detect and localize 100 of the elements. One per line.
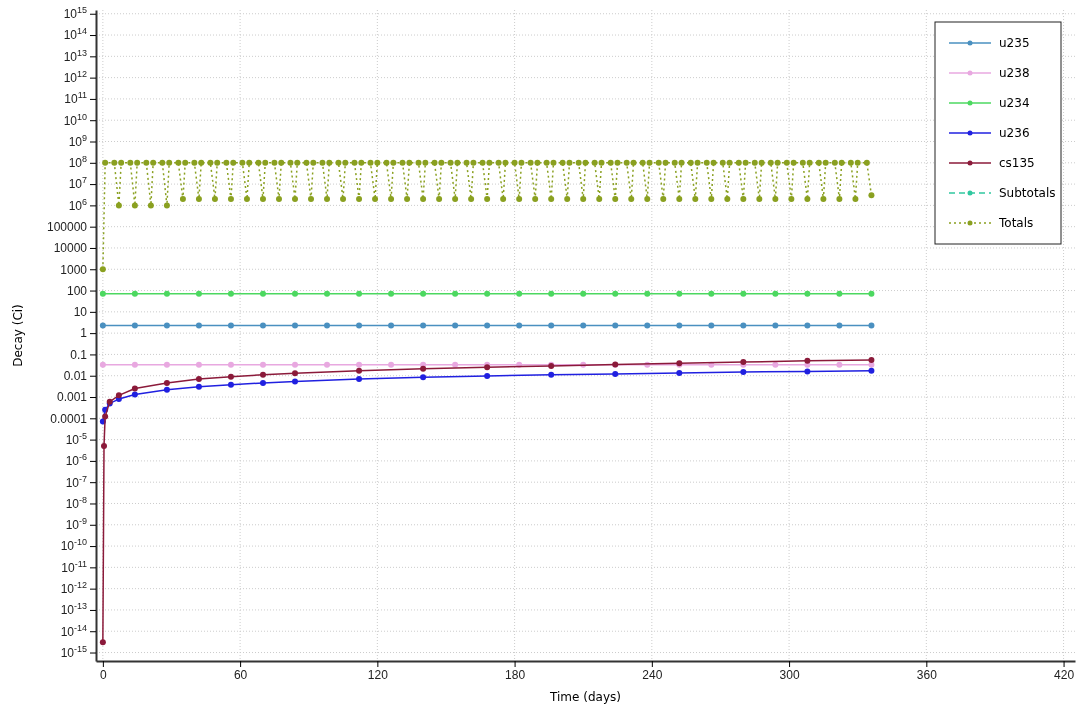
point — [356, 322, 363, 329]
x-tick-label: 240 — [642, 667, 663, 682]
point — [101, 443, 108, 450]
y-tick-label: 10$^{-8}$ — [65, 494, 87, 511]
y-tick-label: 100 — [66, 283, 88, 298]
y-tick-label: 10$^{-13}$ — [60, 601, 87, 618]
y-tick-label: 0.0001 — [50, 411, 88, 426]
point — [868, 361, 875, 368]
point — [708, 361, 715, 368]
point — [612, 322, 619, 329]
point — [356, 290, 363, 297]
y-tick-label: 10$^{12}$ — [63, 68, 87, 85]
legend-label: Subtotals — [999, 186, 1056, 200]
point — [99, 361, 106, 368]
point — [772, 361, 779, 368]
point — [324, 322, 331, 329]
legend-label: u238 — [999, 66, 1030, 80]
y-tick-label: 10$^{10}$ — [63, 111, 87, 128]
point — [195, 290, 202, 297]
x-tick-label: 120 — [367, 667, 389, 682]
point — [836, 361, 843, 368]
x-tick-label: 180 — [505, 667, 526, 682]
point — [259, 371, 266, 378]
point — [292, 370, 298, 377]
point — [259, 379, 266, 386]
y-tick-label: 10$^{-5}$ — [65, 430, 87, 447]
point — [676, 369, 683, 376]
point — [836, 290, 843, 297]
point — [131, 322, 138, 329]
point — [772, 322, 779, 329]
point — [131, 385, 138, 392]
point — [708, 322, 715, 329]
point — [708, 290, 715, 297]
point — [99, 639, 106, 646]
point — [740, 368, 747, 375]
x-tick-label: 360 — [916, 667, 938, 682]
point — [516, 322, 523, 329]
point — [868, 322, 875, 329]
point — [772, 290, 779, 297]
y-tick-label: 1 — [80, 326, 88, 341]
y-tick-label: 10$^{8}$ — [68, 154, 87, 171]
point — [131, 290, 138, 297]
y-tick-label: 10$^{11}$ — [64, 90, 87, 107]
x-tick-label: 60 — [233, 667, 248, 682]
point — [356, 376, 363, 383]
point — [102, 413, 109, 420]
point — [548, 290, 555, 297]
point — [115, 392, 122, 399]
point — [740, 322, 747, 329]
point — [676, 290, 683, 297]
point — [99, 322, 106, 329]
point — [163, 380, 170, 387]
point — [195, 322, 202, 329]
legend-label: cs135 — [999, 156, 1035, 170]
point — [644, 322, 651, 329]
y-tick-label: 10$^{-12}$ — [60, 579, 87, 596]
point — [131, 361, 138, 368]
point — [804, 357, 811, 364]
y-tick-label: 10$^{7}$ — [68, 175, 87, 192]
point — [292, 322, 298, 329]
point — [484, 322, 491, 329]
legend-label: Totals — [998, 216, 1034, 230]
point — [227, 361, 234, 368]
y-tick-label: 10$^{13}$ — [63, 47, 87, 64]
point — [324, 361, 331, 368]
point — [163, 290, 170, 297]
y-tick-label: 0.01 — [63, 369, 88, 384]
x-axis-title: Time (days) — [549, 690, 621, 704]
point — [163, 386, 170, 393]
point — [292, 378, 298, 385]
point — [452, 361, 459, 368]
point — [548, 371, 555, 378]
y-tick-label: 0.1 — [70, 347, 88, 362]
point — [324, 290, 331, 297]
y-tick-label: 0.001 — [56, 390, 88, 405]
point — [868, 356, 875, 363]
point — [163, 322, 170, 329]
y-tick-label: 10$^{-11}$ — [61, 558, 87, 575]
point — [868, 367, 875, 374]
point — [548, 322, 555, 329]
y-tick-label: 10$^{9}$ — [68, 132, 87, 149]
point — [292, 290, 298, 297]
point — [388, 290, 395, 297]
point — [580, 322, 587, 329]
point — [676, 322, 683, 329]
x-tick-label: 300 — [779, 667, 800, 682]
y-axis-title: Decay (Ci) — [11, 304, 25, 367]
point — [388, 361, 395, 368]
point — [420, 374, 427, 381]
point — [580, 290, 587, 297]
y-tick-label: 10$^{-6}$ — [65, 452, 87, 469]
point — [804, 322, 811, 329]
y-tick-label: 10$^{6}$ — [68, 196, 87, 213]
legend-label: u236 — [999, 126, 1030, 140]
point — [836, 322, 843, 329]
point — [452, 322, 459, 329]
point — [195, 376, 202, 383]
point — [259, 322, 266, 329]
y-tick-label: 10$^{-14}$ — [60, 622, 87, 639]
point — [804, 368, 811, 375]
